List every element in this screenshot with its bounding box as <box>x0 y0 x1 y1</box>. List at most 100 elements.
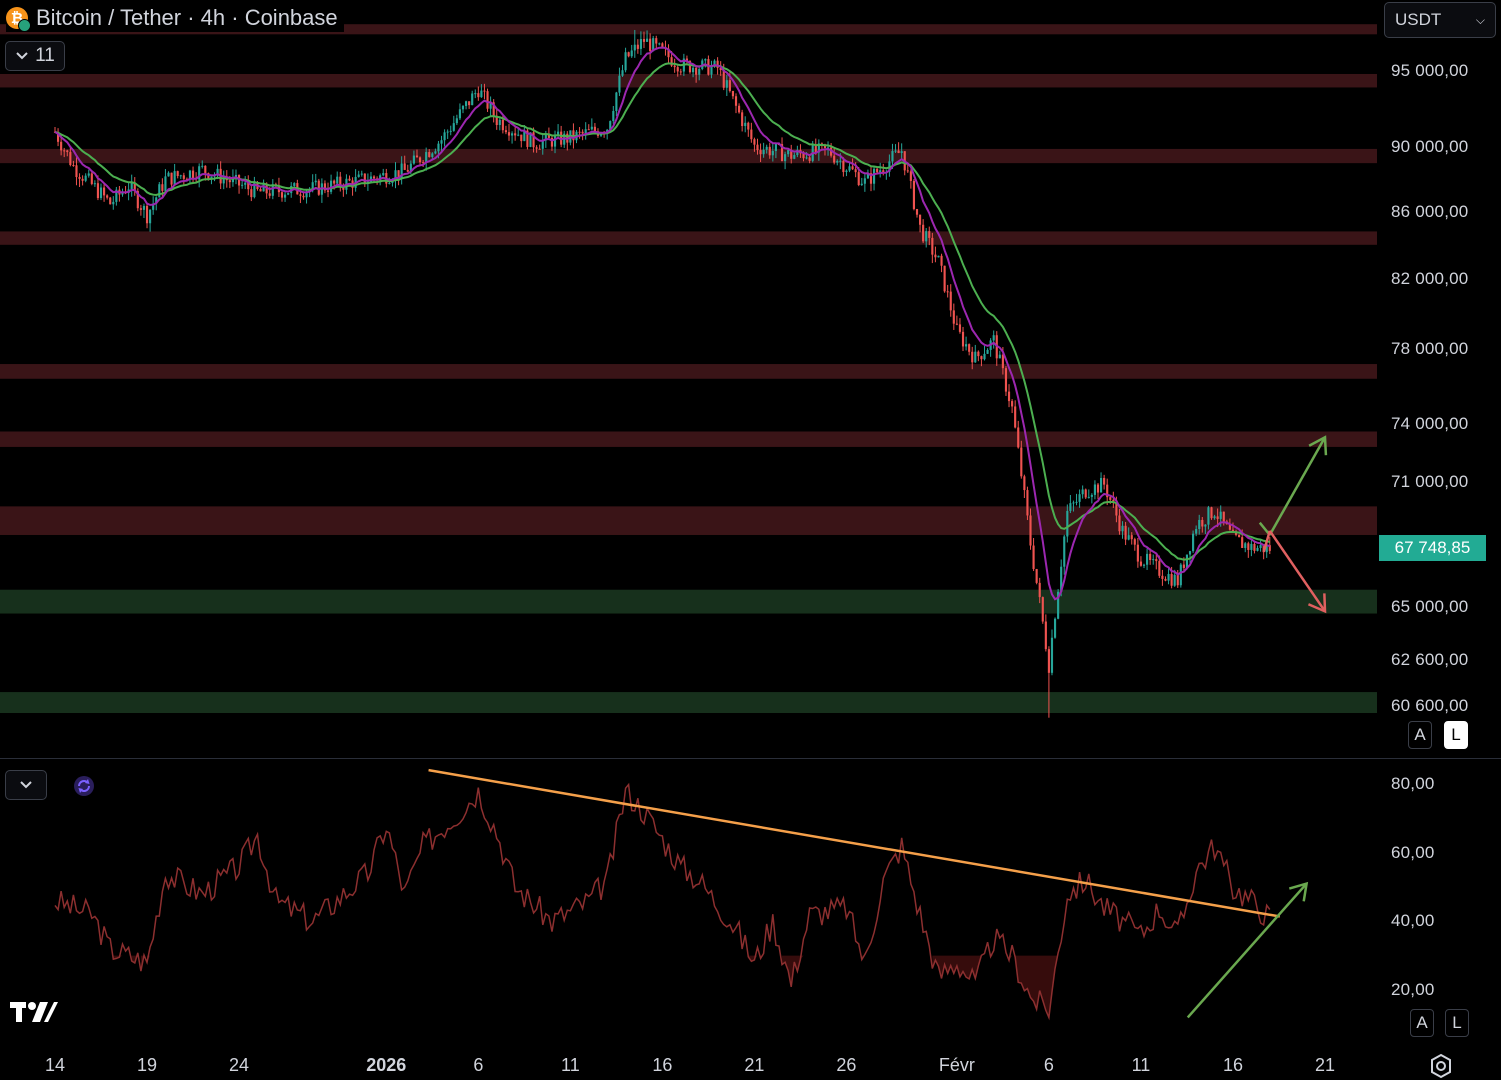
candle-body <box>514 133 517 136</box>
candle-body <box>547 133 550 138</box>
candle-body <box>271 184 274 196</box>
candle-body <box>879 170 882 173</box>
candle-body <box>541 140 544 149</box>
rsi-auto-scale-button[interactable]: A <box>1410 1009 1434 1037</box>
candle-body <box>756 144 759 151</box>
price-axis-label: 65 000,00 <box>1391 596 1469 616</box>
candle-body <box>69 152 72 166</box>
rsi-log-scale-button[interactable]: L <box>1445 1009 1469 1037</box>
candle-body <box>96 183 100 199</box>
candle-body <box>649 38 652 52</box>
pane-separator[interactable] <box>0 758 1501 759</box>
candle-body <box>443 132 446 141</box>
candle-body <box>471 93 474 106</box>
candle-body <box>1069 503 1072 511</box>
candle-body <box>891 151 894 162</box>
candle-body <box>787 150 790 155</box>
candle-body <box>268 193 271 196</box>
log-scale-label: L <box>1451 725 1461 744</box>
candle-body <box>397 170 400 179</box>
candle-body <box>1109 497 1112 500</box>
candle-body <box>287 193 290 195</box>
candle-body <box>937 255 940 258</box>
candle-body <box>323 183 327 191</box>
resistance-zone <box>0 24 1377 35</box>
candle-body <box>1250 543 1253 550</box>
candle-body <box>958 324 962 332</box>
candle-body <box>1149 553 1152 560</box>
candle-body <box>1004 368 1008 392</box>
tradingview-logo[interactable] <box>10 998 58 1029</box>
rsi-projection-arrow-shaft <box>1186 882 1308 1019</box>
candle-body <box>247 182 250 190</box>
indicators-legend-toggle[interactable]: 11 <box>5 41 65 71</box>
candle-body <box>1241 537 1244 548</box>
candle-body <box>1118 515 1121 532</box>
candle-body <box>1017 427 1020 448</box>
candle-body <box>983 353 986 360</box>
candle-body <box>685 58 689 62</box>
settings-icon[interactable] <box>1428 1053 1454 1079</box>
candle-body <box>848 166 851 171</box>
candle-body <box>538 148 541 150</box>
candle-body <box>636 44 639 49</box>
candle-body <box>738 105 741 113</box>
candle-body <box>1158 561 1161 576</box>
bitcoin-icon: ₿ <box>6 7 31 32</box>
projection-down-arrow <box>1268 530 1327 614</box>
candle-body <box>1231 529 1235 532</box>
price-axis-label: 60 600,00 <box>1391 696 1469 715</box>
candle-body <box>1084 489 1087 498</box>
candle-body <box>1142 564 1146 566</box>
currency-selector[interactable]: USDT ⌵ <box>1384 2 1496 38</box>
price-axis-label: 74 000,00 <box>1391 413 1469 433</box>
price-axis-label: 78 000,00 <box>1391 339 1469 359</box>
log-scale-button[interactable]: L <box>1444 721 1468 749</box>
candle-body <box>333 180 336 184</box>
rsi-legend-toggle[interactable] <box>5 770 47 800</box>
candle-body <box>480 90 483 98</box>
price-axis-label: 71 000,00 <box>1391 472 1469 492</box>
rsi-projection-arrow <box>1186 881 1309 1019</box>
projection-down-entry <box>1262 530 1271 552</box>
auto-scale-button[interactable]: A <box>1408 721 1432 749</box>
candle-body <box>99 187 103 199</box>
candle-body <box>56 131 60 142</box>
candle-body <box>639 39 642 49</box>
candle-body <box>652 38 655 52</box>
candle-body <box>790 150 793 159</box>
candle-body <box>833 155 836 163</box>
candle-body <box>241 184 244 186</box>
refresh-icon[interactable] <box>72 774 96 798</box>
candle-body <box>314 180 317 183</box>
candle-body <box>1044 621 1047 650</box>
candle-body <box>713 60 716 67</box>
candle-body <box>876 168 879 173</box>
candle-body <box>133 182 136 192</box>
candle-body <box>415 155 419 158</box>
candle-body <box>599 133 603 136</box>
projection-down-arrow-head <box>1307 593 1327 614</box>
candle-body <box>406 169 409 172</box>
candle-body <box>170 172 173 185</box>
candle-body <box>78 177 81 179</box>
indicators-count: 11 <box>35 45 55 66</box>
candle-body <box>326 190 330 192</box>
candle-body <box>857 172 860 185</box>
candle-body <box>1038 582 1041 598</box>
candle-body <box>1007 391 1011 402</box>
resistance-zone <box>0 231 1377 245</box>
candle-body <box>1026 490 1029 516</box>
candle-body <box>507 132 511 136</box>
candle-body <box>793 155 796 159</box>
chevron-down-icon <box>20 781 32 789</box>
candle-body <box>455 118 458 124</box>
candle-body <box>796 149 799 156</box>
candle-body <box>1244 543 1247 548</box>
candle-body <box>1050 637 1054 673</box>
price-axis-label: 95 000,00 <box>1391 61 1469 80</box>
candle-body <box>722 70 725 88</box>
candle-body <box>1072 502 1075 504</box>
price-axis-label: 82 000,00 <box>1391 268 1469 288</box>
